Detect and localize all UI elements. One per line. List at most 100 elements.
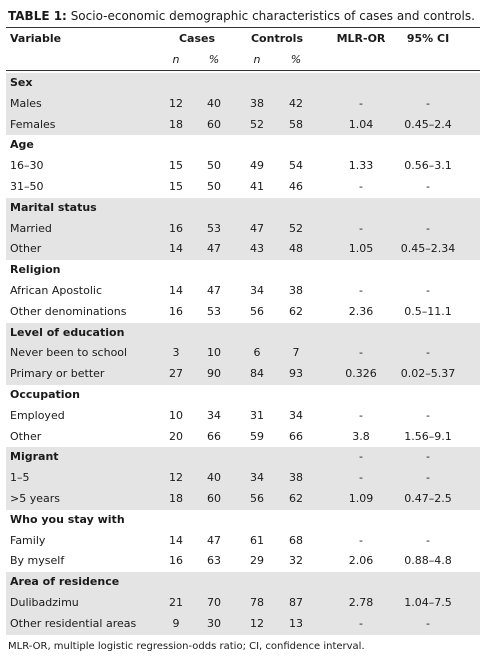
- cell: 12: [169, 96, 183, 110]
- cell: 52: [289, 221, 303, 235]
- cell: 29: [250, 554, 264, 568]
- section-heading: Sex: [10, 76, 33, 89]
- header-cell: Controls: [250, 32, 304, 45]
- cell: 56: [250, 304, 264, 318]
- subheader-cell: n: [253, 53, 261, 66]
- header-cell: Cases: [178, 32, 216, 45]
- header-rule: [6, 70, 480, 71]
- section-band: [6, 572, 480, 635]
- cell: 47: [207, 533, 221, 547]
- cell: 2.36: [348, 304, 374, 318]
- cell: -: [359, 221, 363, 235]
- row-label: Married: [10, 221, 52, 235]
- cell: 53: [207, 221, 221, 235]
- cell: 16: [169, 304, 183, 318]
- cell: 53: [207, 304, 221, 318]
- cell: 15: [169, 180, 183, 193]
- cell: -: [426, 616, 430, 630]
- cell: 50: [207, 159, 221, 173]
- section-heading: Who you stay with: [10, 512, 125, 526]
- row-label: 1–5: [10, 471, 30, 485]
- section-heading: Marital status: [10, 200, 97, 214]
- cell: -: [359, 346, 363, 360]
- cell: 0.5–11.1: [404, 304, 452, 318]
- cell: 12: [169, 471, 183, 485]
- cell: 6: [253, 346, 261, 360]
- cell: 78: [250, 596, 264, 609]
- cell: 93: [289, 367, 303, 381]
- cell: 68: [289, 533, 303, 547]
- cell: 1.33: [348, 159, 374, 173]
- cell: 66: [207, 429, 221, 443]
- cell: 10: [169, 408, 183, 422]
- cell: 0.02–5.37: [400, 367, 456, 381]
- cell: 32: [289, 554, 303, 568]
- cell: 48: [289, 242, 303, 256]
- cell: 15: [169, 159, 183, 173]
- subheader-cell: %: [208, 53, 220, 66]
- cell: 14: [169, 242, 183, 256]
- cell: -: [359, 180, 363, 193]
- row-label: 31–50: [10, 180, 44, 193]
- cell: 0.45–2.34: [400, 242, 456, 256]
- cell: 1.04: [348, 117, 374, 131]
- cell: 27: [169, 367, 183, 381]
- cell: 20: [169, 429, 183, 443]
- cell: 61: [250, 533, 264, 547]
- cell: 1.04–7.5: [404, 596, 452, 609]
- row-label: Family: [10, 533, 46, 547]
- cell: -: [426, 180, 430, 193]
- cell: -: [426, 96, 430, 110]
- row-label: Other: [10, 429, 42, 443]
- section-heading: Occupation: [10, 388, 80, 401]
- top-rule: [6, 27, 480, 28]
- cell: 62: [289, 492, 303, 505]
- header-cell: Variable: [10, 32, 62, 45]
- cell: 47: [207, 242, 221, 256]
- header-cell: MLR-OR: [336, 32, 386, 45]
- row-label: >5 years: [10, 492, 60, 505]
- cell: 16: [169, 221, 183, 235]
- cell: 63: [207, 554, 221, 568]
- section-heading: Area of residence: [10, 575, 120, 589]
- cell: 12: [250, 616, 264, 630]
- cell: 9: [172, 616, 180, 630]
- cell: 38: [289, 471, 303, 485]
- section-heading: Migrant: [10, 450, 59, 464]
- cell: 66: [289, 429, 303, 443]
- cell: 2.78: [348, 596, 374, 609]
- cell: 21: [169, 596, 183, 609]
- cell: 0.326: [345, 367, 377, 381]
- cell: 47: [207, 284, 221, 297]
- cell: 87: [289, 596, 303, 609]
- row-label: Primary or better: [10, 367, 105, 381]
- cell: 18: [169, 117, 183, 131]
- cell: 1.09: [348, 492, 374, 505]
- cell: 18: [169, 492, 183, 505]
- section-band: [6, 197, 480, 261]
- cell: 34: [250, 284, 264, 297]
- cell: 60: [207, 117, 221, 131]
- cell: -: [426, 408, 430, 422]
- section-band: [6, 447, 480, 510]
- cell: 62: [289, 304, 303, 318]
- section-heading: Age: [10, 138, 34, 152]
- row-label: Males: [10, 96, 42, 110]
- row-label: Employed: [10, 408, 65, 422]
- cell: 84: [250, 367, 264, 381]
- row-label: Other: [10, 242, 42, 256]
- row-label: African Apostolic: [10, 284, 103, 297]
- cell: 58: [289, 117, 303, 131]
- cell: -: [359, 450, 363, 464]
- cell: 10: [207, 346, 221, 360]
- cell: 0.47–2.5: [404, 492, 452, 505]
- footnote: MLR-OR, multiple logistic regression-odd…: [8, 641, 365, 652]
- cell: -: [426, 284, 430, 297]
- row-label: Dulibadzimu: [10, 596, 79, 609]
- cell: 42: [289, 96, 303, 110]
- cell: 38: [289, 284, 303, 297]
- cell: 0.88–4.8: [404, 554, 452, 568]
- section-band: [6, 322, 480, 385]
- cell: -: [359, 616, 363, 630]
